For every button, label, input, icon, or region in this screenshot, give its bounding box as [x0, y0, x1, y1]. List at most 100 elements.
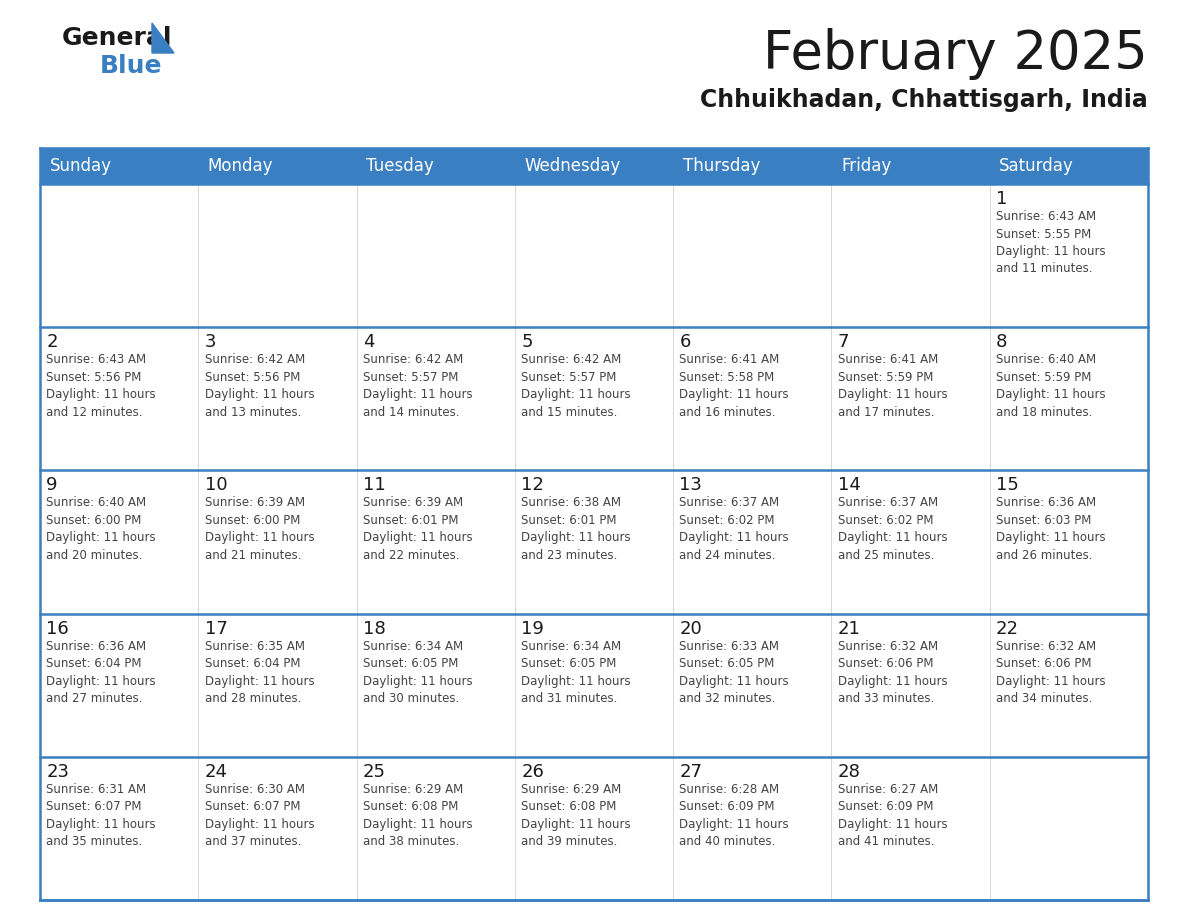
- Bar: [198, 327, 356, 470]
- Bar: [40, 756, 198, 900]
- Text: Sunrise: 6:41 AM
Sunset: 5:59 PM
Daylight: 11 hours
and 17 minutes.: Sunrise: 6:41 AM Sunset: 5:59 PM Dayligh…: [838, 353, 947, 419]
- Text: 28: 28: [838, 763, 860, 781]
- Bar: [514, 470, 674, 613]
- Bar: [514, 327, 674, 470]
- Text: Sunrise: 6:43 AM
Sunset: 5:56 PM
Daylight: 11 hours
and 12 minutes.: Sunrise: 6:43 AM Sunset: 5:56 PM Dayligh…: [46, 353, 156, 419]
- Text: 27: 27: [680, 763, 702, 781]
- Text: Sunrise: 6:38 AM
Sunset: 6:01 PM
Daylight: 11 hours
and 23 minutes.: Sunrise: 6:38 AM Sunset: 6:01 PM Dayligh…: [522, 497, 631, 562]
- Text: Sunrise: 6:40 AM
Sunset: 6:00 PM
Daylight: 11 hours
and 20 minutes.: Sunrise: 6:40 AM Sunset: 6:00 PM Dayligh…: [46, 497, 156, 562]
- Bar: [832, 327, 990, 470]
- Bar: [40, 470, 198, 613]
- Text: Sunrise: 6:42 AM
Sunset: 5:57 PM
Daylight: 11 hours
and 15 minutes.: Sunrise: 6:42 AM Sunset: 5:57 PM Dayligh…: [522, 353, 631, 419]
- Text: Sunrise: 6:39 AM
Sunset: 6:01 PM
Daylight: 11 hours
and 22 minutes.: Sunrise: 6:39 AM Sunset: 6:01 PM Dayligh…: [362, 497, 473, 562]
- Bar: [674, 327, 832, 470]
- Text: Sunrise: 6:34 AM
Sunset: 6:05 PM
Daylight: 11 hours
and 30 minutes.: Sunrise: 6:34 AM Sunset: 6:05 PM Dayligh…: [362, 640, 473, 705]
- Bar: [832, 148, 990, 184]
- Text: 14: 14: [838, 476, 860, 495]
- Text: 1: 1: [996, 190, 1007, 208]
- Text: Sunrise: 6:42 AM
Sunset: 5:57 PM
Daylight: 11 hours
and 14 minutes.: Sunrise: 6:42 AM Sunset: 5:57 PM Dayligh…: [362, 353, 473, 419]
- Bar: [990, 148, 1148, 184]
- Text: Monday: Monday: [208, 157, 273, 175]
- Bar: [674, 613, 832, 756]
- Bar: [514, 148, 674, 184]
- Text: Sunrise: 6:32 AM
Sunset: 6:06 PM
Daylight: 11 hours
and 33 minutes.: Sunrise: 6:32 AM Sunset: 6:06 PM Dayligh…: [838, 640, 947, 705]
- Text: 17: 17: [204, 620, 227, 638]
- Bar: [356, 470, 514, 613]
- Text: 2: 2: [46, 333, 58, 352]
- Text: Sunrise: 6:30 AM
Sunset: 6:07 PM
Daylight: 11 hours
and 37 minutes.: Sunrise: 6:30 AM Sunset: 6:07 PM Dayligh…: [204, 783, 315, 848]
- Bar: [832, 613, 990, 756]
- Text: 22: 22: [996, 620, 1019, 638]
- Text: February 2025: February 2025: [763, 28, 1148, 80]
- Text: Tuesday: Tuesday: [366, 157, 434, 175]
- Text: Sunrise: 6:29 AM
Sunset: 6:08 PM
Daylight: 11 hours
and 38 minutes.: Sunrise: 6:29 AM Sunset: 6:08 PM Dayligh…: [362, 783, 473, 848]
- Text: Sunrise: 6:32 AM
Sunset: 6:06 PM
Daylight: 11 hours
and 34 minutes.: Sunrise: 6:32 AM Sunset: 6:06 PM Dayligh…: [996, 640, 1106, 705]
- Text: 24: 24: [204, 763, 228, 781]
- Bar: [40, 184, 198, 327]
- Text: Sunrise: 6:31 AM
Sunset: 6:07 PM
Daylight: 11 hours
and 35 minutes.: Sunrise: 6:31 AM Sunset: 6:07 PM Dayligh…: [46, 783, 156, 848]
- Text: 16: 16: [46, 620, 69, 638]
- Text: Blue: Blue: [100, 54, 163, 78]
- Text: 25: 25: [362, 763, 386, 781]
- Text: Sunrise: 6:35 AM
Sunset: 6:04 PM
Daylight: 11 hours
and 28 minutes.: Sunrise: 6:35 AM Sunset: 6:04 PM Dayligh…: [204, 640, 315, 705]
- Text: Chhuikhadan, Chhattisgarh, India: Chhuikhadan, Chhattisgarh, India: [700, 88, 1148, 112]
- Text: Sunrise: 6:36 AM
Sunset: 6:03 PM
Daylight: 11 hours
and 26 minutes.: Sunrise: 6:36 AM Sunset: 6:03 PM Dayligh…: [996, 497, 1106, 562]
- Text: 12: 12: [522, 476, 544, 495]
- Text: 18: 18: [362, 620, 386, 638]
- Bar: [356, 327, 514, 470]
- Text: Friday: Friday: [841, 157, 891, 175]
- Text: Sunrise: 6:29 AM
Sunset: 6:08 PM
Daylight: 11 hours
and 39 minutes.: Sunrise: 6:29 AM Sunset: 6:08 PM Dayligh…: [522, 783, 631, 848]
- Text: 7: 7: [838, 333, 849, 352]
- Text: 8: 8: [996, 333, 1007, 352]
- Bar: [40, 327, 198, 470]
- Bar: [990, 756, 1148, 900]
- Bar: [832, 470, 990, 613]
- Text: Saturday: Saturday: [999, 157, 1074, 175]
- Bar: [356, 184, 514, 327]
- Text: 13: 13: [680, 476, 702, 495]
- Bar: [514, 613, 674, 756]
- Text: 19: 19: [522, 620, 544, 638]
- Bar: [990, 184, 1148, 327]
- Bar: [514, 184, 674, 327]
- Text: Sunrise: 6:41 AM
Sunset: 5:58 PM
Daylight: 11 hours
and 16 minutes.: Sunrise: 6:41 AM Sunset: 5:58 PM Dayligh…: [680, 353, 789, 419]
- Text: Sunrise: 6:40 AM
Sunset: 5:59 PM
Daylight: 11 hours
and 18 minutes.: Sunrise: 6:40 AM Sunset: 5:59 PM Dayligh…: [996, 353, 1106, 419]
- Text: 6: 6: [680, 333, 691, 352]
- Text: 23: 23: [46, 763, 69, 781]
- Bar: [198, 613, 356, 756]
- Text: Sunday: Sunday: [50, 157, 112, 175]
- Text: 21: 21: [838, 620, 860, 638]
- Bar: [832, 184, 990, 327]
- Bar: [674, 148, 832, 184]
- Bar: [40, 148, 198, 184]
- Text: Sunrise: 6:37 AM
Sunset: 6:02 PM
Daylight: 11 hours
and 24 minutes.: Sunrise: 6:37 AM Sunset: 6:02 PM Dayligh…: [680, 497, 789, 562]
- Bar: [674, 470, 832, 613]
- Text: 4: 4: [362, 333, 374, 352]
- Text: Sunrise: 6:28 AM
Sunset: 6:09 PM
Daylight: 11 hours
and 40 minutes.: Sunrise: 6:28 AM Sunset: 6:09 PM Dayligh…: [680, 783, 789, 848]
- Bar: [674, 756, 832, 900]
- Text: Sunrise: 6:36 AM
Sunset: 6:04 PM
Daylight: 11 hours
and 27 minutes.: Sunrise: 6:36 AM Sunset: 6:04 PM Dayligh…: [46, 640, 156, 705]
- Text: 26: 26: [522, 763, 544, 781]
- Text: 10: 10: [204, 476, 227, 495]
- Text: 15: 15: [996, 476, 1019, 495]
- Text: Sunrise: 6:42 AM
Sunset: 5:56 PM
Daylight: 11 hours
and 13 minutes.: Sunrise: 6:42 AM Sunset: 5:56 PM Dayligh…: [204, 353, 315, 419]
- Text: Wednesday: Wednesday: [524, 157, 620, 175]
- Bar: [198, 756, 356, 900]
- Text: 9: 9: [46, 476, 58, 495]
- Text: Sunrise: 6:37 AM
Sunset: 6:02 PM
Daylight: 11 hours
and 25 minutes.: Sunrise: 6:37 AM Sunset: 6:02 PM Dayligh…: [838, 497, 947, 562]
- Text: 20: 20: [680, 620, 702, 638]
- Text: 11: 11: [362, 476, 386, 495]
- Bar: [198, 148, 356, 184]
- Text: Sunrise: 6:34 AM
Sunset: 6:05 PM
Daylight: 11 hours
and 31 minutes.: Sunrise: 6:34 AM Sunset: 6:05 PM Dayligh…: [522, 640, 631, 705]
- Bar: [990, 613, 1148, 756]
- Text: Sunrise: 6:39 AM
Sunset: 6:00 PM
Daylight: 11 hours
and 21 minutes.: Sunrise: 6:39 AM Sunset: 6:00 PM Dayligh…: [204, 497, 315, 562]
- Bar: [356, 756, 514, 900]
- Bar: [356, 613, 514, 756]
- Text: Thursday: Thursday: [683, 157, 760, 175]
- Text: 3: 3: [204, 333, 216, 352]
- Bar: [40, 613, 198, 756]
- Text: General: General: [62, 26, 172, 50]
- Text: Sunrise: 6:43 AM
Sunset: 5:55 PM
Daylight: 11 hours
and 11 minutes.: Sunrise: 6:43 AM Sunset: 5:55 PM Dayligh…: [996, 210, 1106, 275]
- Bar: [514, 756, 674, 900]
- Bar: [832, 756, 990, 900]
